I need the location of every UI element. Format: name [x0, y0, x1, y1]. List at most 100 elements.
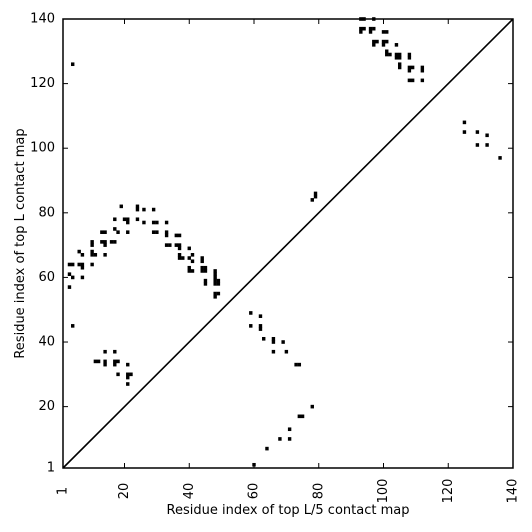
data-point [103, 243, 107, 247]
data-point [113, 240, 117, 244]
y-tick-label: 40 [38, 335, 55, 350]
data-point [213, 282, 217, 286]
data-point [297, 414, 302, 419]
data-point [203, 269, 208, 273]
data-point [258, 327, 263, 331]
data-point [190, 259, 195, 264]
data-point [113, 359, 117, 364]
data-point [129, 372, 133, 377]
data-point [155, 230, 159, 234]
x-tick-label: 60 [247, 483, 262, 500]
data-point [103, 253, 107, 257]
data-point [71, 62, 75, 67]
data-point [300, 414, 305, 419]
data-point [177, 233, 182, 238]
data-point [71, 262, 75, 267]
y-axis-label: Residue index of top L contact map [13, 128, 28, 358]
data-point [462, 120, 467, 125]
data-point [119, 204, 123, 209]
data-point [67, 272, 72, 276]
data-point [116, 372, 120, 377]
x-axis: 1 20 40 60 80 100 120 140 [56, 19, 521, 503]
data-point [284, 349, 289, 354]
data-point [372, 26, 376, 31]
data-point [258, 324, 263, 328]
data-point [93, 253, 98, 257]
data-point [287, 427, 292, 432]
data-point [200, 265, 204, 270]
data-point [168, 243, 172, 247]
data-point [271, 336, 276, 341]
x-axis-label: Residue index of top L/5 contact map [167, 503, 410, 518]
data-point [103, 362, 107, 367]
data-point [77, 249, 81, 254]
data-point [177, 253, 182, 257]
data-point [368, 26, 373, 31]
data-point [297, 362, 302, 367]
y-tick-label: 100 [30, 141, 55, 156]
data-point [462, 130, 467, 134]
data-point [213, 295, 217, 299]
data-point [271, 340, 276, 344]
data-point [200, 259, 204, 264]
data-point [80, 262, 85, 267]
data-point [93, 359, 98, 364]
data-point [216, 282, 221, 286]
data-point [420, 78, 425, 83]
data-point [281, 340, 285, 344]
data-point [385, 49, 389, 54]
data-point [116, 230, 120, 234]
data-point [213, 275, 217, 280]
data-point [122, 217, 127, 222]
y-tick-label: 60 [38, 270, 55, 285]
data-point [475, 143, 480, 147]
data-point [407, 55, 412, 60]
data-point [385, 52, 389, 57]
data-point [200, 256, 204, 260]
data-point [71, 324, 75, 328]
data-point [485, 133, 489, 138]
data-point [475, 130, 480, 134]
data-point [90, 262, 94, 267]
data-point [113, 217, 117, 222]
data-point [310, 404, 314, 409]
x-tick-label: 40 [182, 483, 197, 500]
data-point [375, 39, 379, 44]
data-point [100, 240, 104, 244]
data-point [397, 65, 402, 70]
data-point [113, 349, 117, 354]
data-point [155, 220, 159, 225]
data-point [216, 291, 221, 296]
data-point [310, 198, 314, 202]
data-point [142, 220, 146, 225]
data-point [177, 246, 182, 251]
data-point [278, 437, 282, 441]
data-point [359, 26, 363, 31]
data-point [265, 446, 269, 451]
data-point [90, 240, 94, 244]
data-point [485, 143, 489, 147]
data-point [200, 269, 204, 273]
data-point [313, 191, 318, 196]
data-point [213, 272, 217, 276]
data-point [203, 278, 208, 283]
data-point [407, 68, 412, 73]
data-point [397, 62, 402, 67]
x-tick-label: 1 [56, 487, 71, 495]
data-point [397, 55, 402, 60]
data-point [164, 233, 169, 238]
x-tick-label: 80 [311, 483, 326, 500]
data-point [174, 233, 179, 238]
data-point [372, 39, 376, 44]
data-point [174, 243, 179, 247]
data-point [385, 30, 389, 34]
data-point [113, 227, 117, 231]
data-point [394, 55, 399, 60]
data-point [109, 240, 114, 244]
data-point [126, 382, 130, 386]
plot-frame [62, 18, 514, 469]
y-tick-label: 20 [38, 399, 55, 414]
data-point [103, 359, 107, 364]
data-point [142, 207, 146, 212]
